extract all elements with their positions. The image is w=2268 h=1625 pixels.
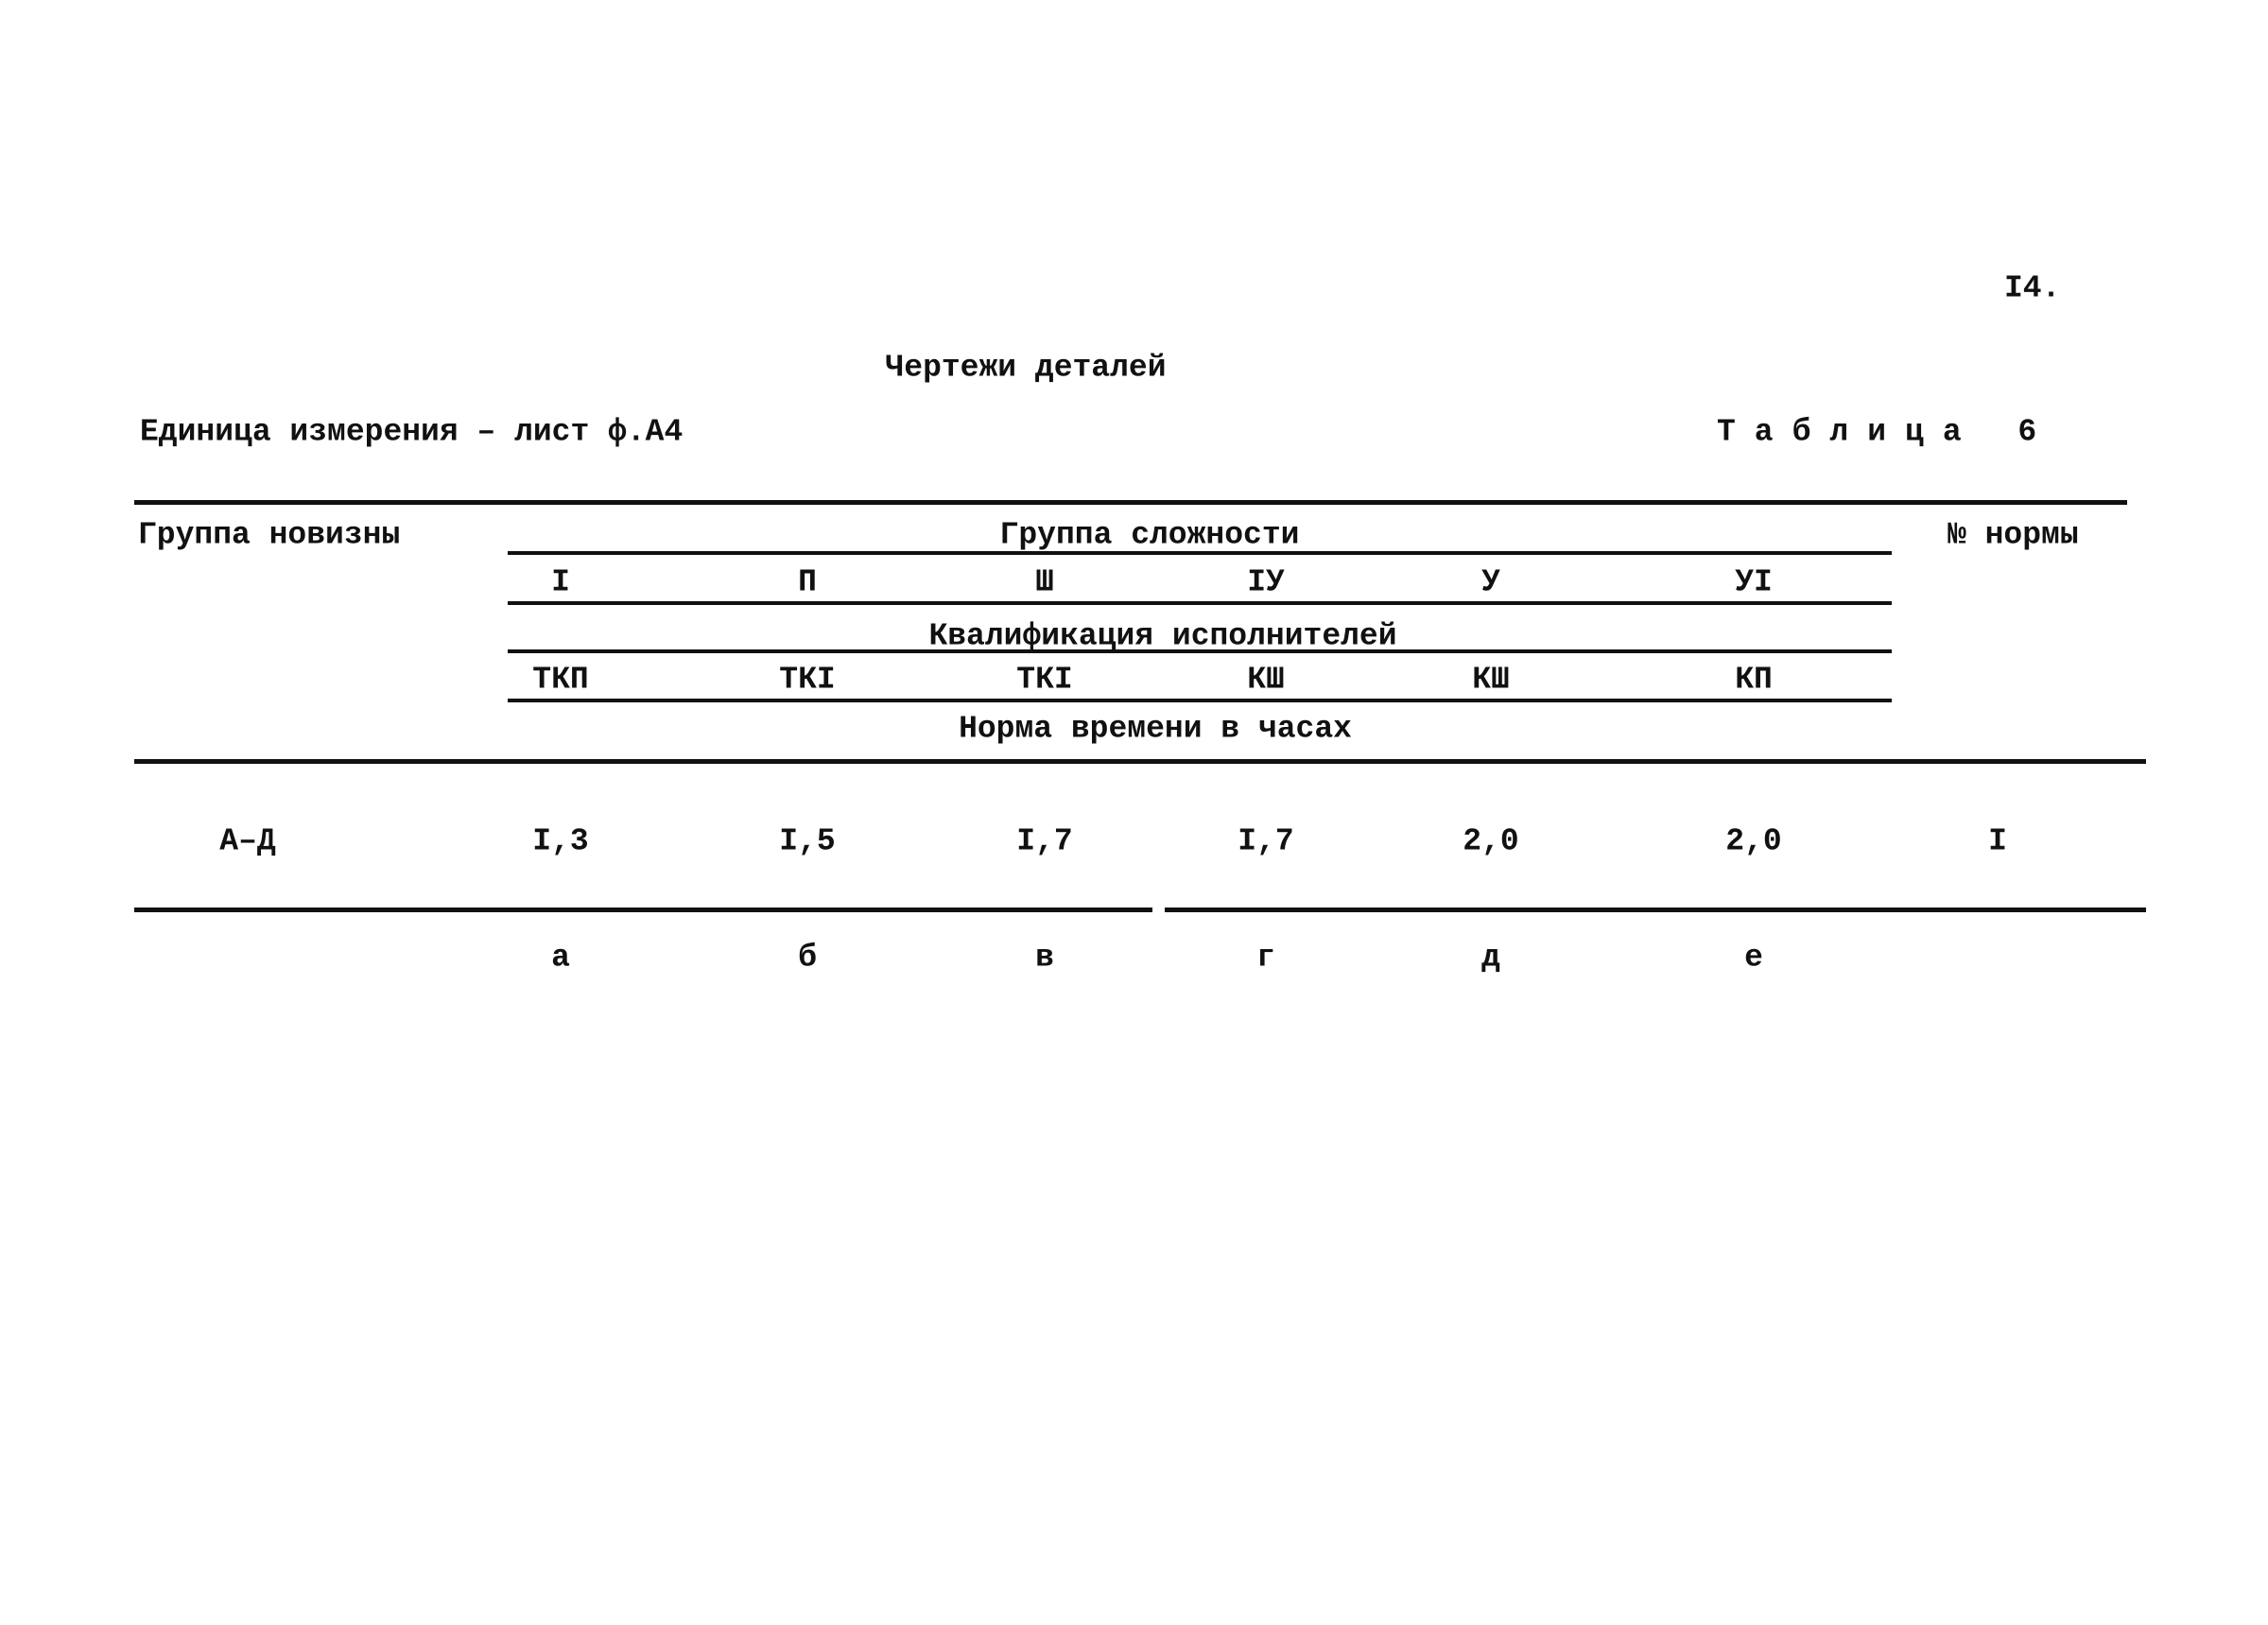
- complexity-level: УI: [1735, 564, 1773, 600]
- column-letter: в: [1035, 940, 1054, 976]
- cell-value: I,5: [779, 823, 836, 859]
- complexity-level: У: [1481, 564, 1500, 600]
- complexity-level: IУ: [1247, 564, 1285, 600]
- qualification: ТКП: [532, 662, 589, 698]
- page-number: I4.: [2004, 270, 2061, 306]
- rule: [508, 601, 1892, 605]
- column-letter: а: [551, 940, 570, 976]
- header: Квалификация исполнителей: [928, 618, 1397, 654]
- rule: [134, 500, 2127, 505]
- qualification: КП: [1735, 662, 1773, 698]
- column-letter: д: [1481, 940, 1500, 976]
- rule: [508, 551, 1892, 555]
- qualification: КШ: [1472, 662, 1510, 698]
- qualification: ТКI: [779, 662, 836, 698]
- cell-value: 2,0: [1725, 823, 1782, 859]
- rule: [134, 759, 2146, 764]
- qualification: ТКI: [1016, 662, 1073, 698]
- column-letter: г: [1256, 940, 1275, 976]
- cell-value: I,7: [1238, 823, 1294, 859]
- title: Чертежи деталей: [885, 350, 1167, 386]
- header: Норма времени в часах: [959, 711, 1352, 747]
- cell-value: 2,0: [1463, 823, 1519, 859]
- header: Группа сложности: [999, 517, 1300, 553]
- rule: [508, 649, 1892, 653]
- column-letter: е: [1744, 940, 1763, 976]
- norm-number: I: [1988, 823, 2007, 859]
- cell-value: I,7: [1016, 823, 1073, 859]
- header: Группа новизны: [138, 517, 401, 553]
- complexity-level: П: [798, 564, 817, 600]
- rule: [1165, 908, 2146, 912]
- cell-value: I,3: [532, 823, 589, 859]
- complexity-level: I: [551, 564, 570, 600]
- qualification: КШ: [1247, 662, 1285, 698]
- unit-note: Единица измерения – лист ф.А4: [140, 414, 684, 450]
- complexity-level: Ш: [1035, 564, 1054, 600]
- row-group: А–Д: [219, 823, 276, 859]
- table-label: Таблица 6: [1717, 414, 2056, 450]
- rule: [134, 908, 1152, 912]
- header: № нормы: [1948, 517, 2079, 553]
- rule: [508, 699, 1892, 702]
- column-letter: б: [798, 940, 817, 976]
